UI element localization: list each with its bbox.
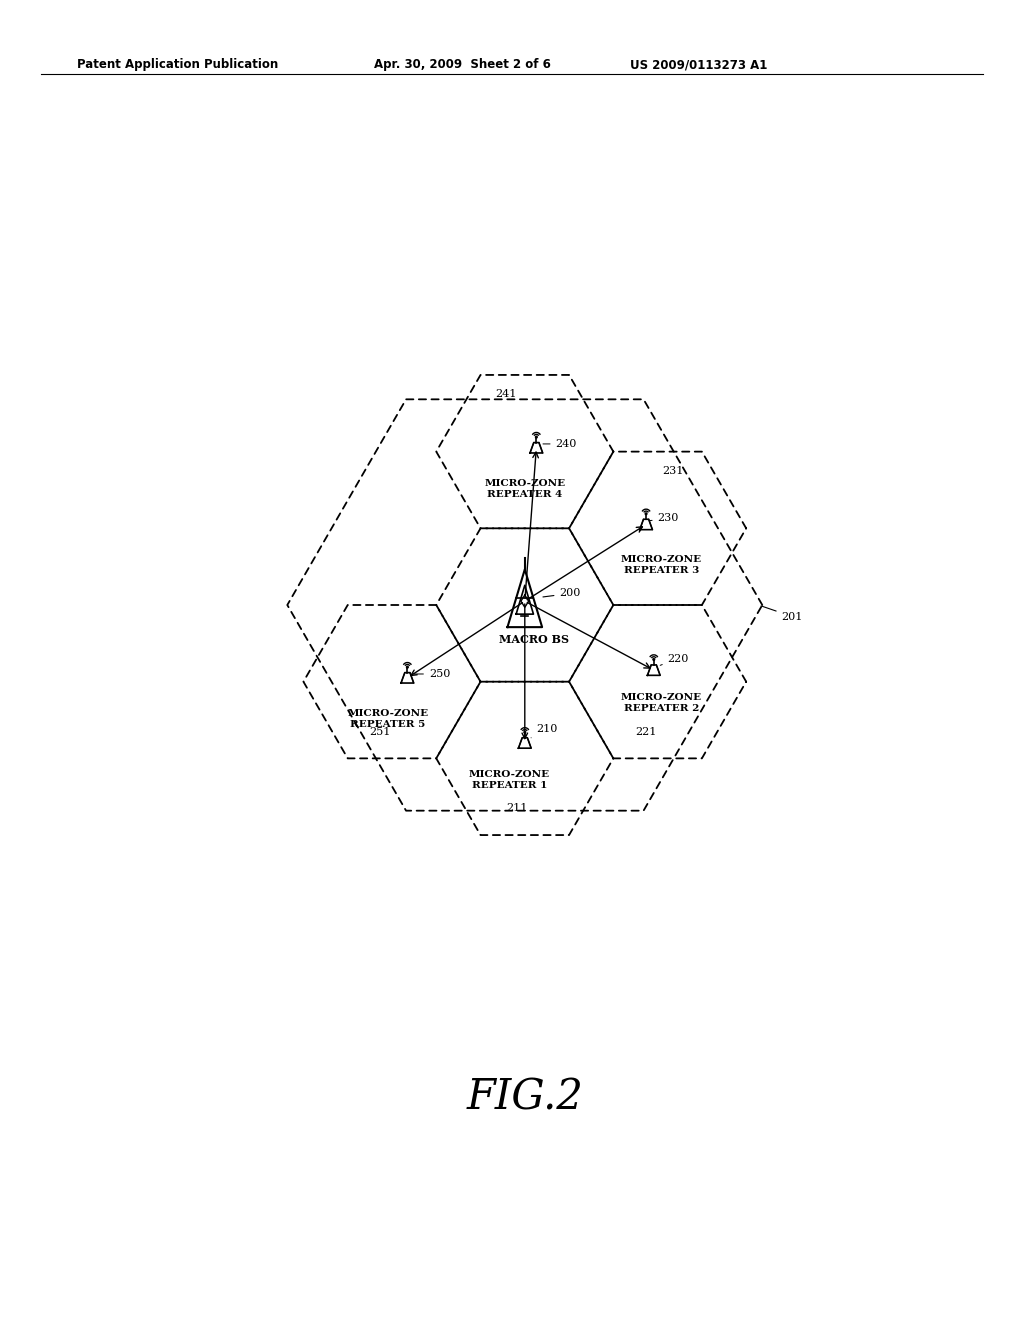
Text: Patent Application Publication: Patent Application Publication [77,58,279,71]
Text: 211: 211 [507,804,527,813]
Text: 250: 250 [414,669,451,678]
Circle shape [645,513,647,515]
Circle shape [536,436,538,438]
Text: 220: 220 [660,653,689,665]
Text: 201: 201 [761,606,803,622]
Text: 251: 251 [370,727,391,737]
Text: Apr. 30, 2009  Sheet 2 of 6: Apr. 30, 2009 Sheet 2 of 6 [374,58,551,71]
Text: MICRO-ZONE
REPEATER 4: MICRO-ZONE REPEATER 4 [484,479,565,499]
Text: US 2009/0113273 A1: US 2009/0113273 A1 [630,58,767,71]
Text: 240: 240 [543,440,577,449]
Circle shape [524,731,525,733]
Text: MICRO-ZONE
REPEATER 3: MICRO-ZONE REPEATER 3 [621,556,702,576]
Text: 200: 200 [543,589,581,598]
Text: MICRO-ZONE
REPEATER 5: MICRO-ZONE REPEATER 5 [347,709,429,729]
Text: FIG.2: FIG.2 [466,1077,584,1119]
Circle shape [653,659,654,660]
Text: 230: 230 [650,513,679,523]
Text: 221: 221 [635,727,656,737]
Text: MICRO-ZONE
REPEATER 1: MICRO-ZONE REPEATER 1 [469,770,550,791]
Text: 241: 241 [495,389,516,399]
Text: MICRO-ZONE
REPEATER 2: MICRO-ZONE REPEATER 2 [621,693,702,713]
Text: 231: 231 [663,466,684,475]
Text: MACRO BS: MACRO BS [499,635,569,645]
Text: 210: 210 [531,725,558,738]
Circle shape [407,667,409,668]
